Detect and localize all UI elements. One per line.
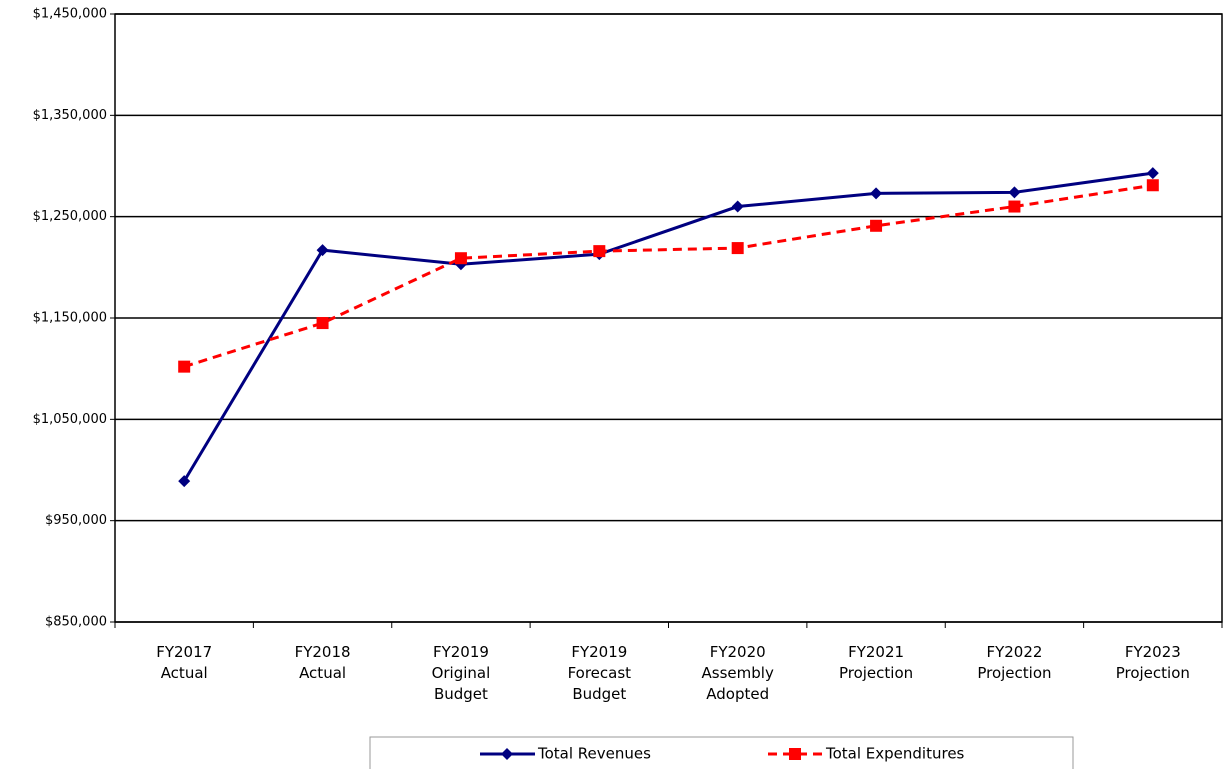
x-tick-label: FY2017 Actual — [156, 643, 212, 682]
x-tick-label: FY2018 Actual — [295, 643, 351, 682]
y-tick-label: $850,000 — [45, 615, 107, 630]
x-tick-label: FY2020 Assembly Adopted — [702, 643, 774, 703]
marker — [731, 200, 744, 213]
x-tick-label: FY2019 Original Budget — [432, 643, 491, 703]
x-tick-label: FY2019 Forecast Budget — [568, 643, 632, 703]
series-line — [182, 171, 1154, 482]
legend — [369, 736, 1074, 769]
legend-label: Total Revenues — [537, 745, 651, 763]
marker — [1008, 200, 1021, 213]
legend-marker — [789, 748, 801, 760]
y-tick-label: $950,000 — [45, 513, 107, 528]
marker — [316, 244, 329, 257]
marker — [178, 360, 191, 373]
x-tick-label: FY2022 Projection — [977, 643, 1051, 682]
marker — [1008, 186, 1021, 199]
legend-marker — [501, 748, 513, 760]
x-tick-label: FY2023 Projection — [1116, 643, 1190, 682]
y-tick-label: $1,450,000 — [33, 7, 107, 22]
marker — [1146, 167, 1159, 180]
x-tick-label: FY2021 Projection — [839, 643, 913, 682]
marker — [1146, 179, 1159, 192]
marker — [593, 245, 606, 258]
marker — [870, 219, 883, 232]
y-tick-label: $1,050,000 — [33, 412, 107, 427]
marker — [316, 317, 329, 330]
y-tick-label: $1,350,000 — [33, 108, 107, 123]
marker — [870, 187, 883, 200]
marker — [731, 242, 744, 255]
y-tick-label: $1,150,000 — [33, 311, 107, 326]
marker — [454, 252, 467, 265]
marker — [178, 475, 191, 488]
y-tick-label: $1,250,000 — [33, 209, 107, 224]
series-line — [183, 183, 1154, 369]
legend-label: Total Expenditures — [825, 745, 965, 763]
